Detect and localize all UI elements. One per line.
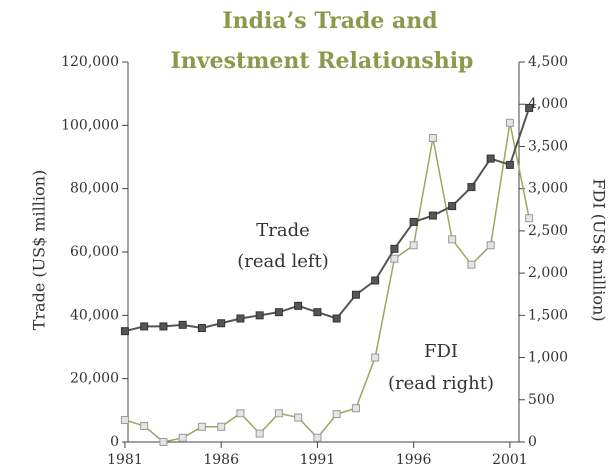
x-tick-label: 1996	[396, 452, 432, 468]
marker	[448, 235, 457, 244]
marker	[294, 301, 303, 310]
y2-tick-label: 3,000	[528, 181, 568, 197]
marker	[274, 409, 283, 418]
marker	[236, 314, 245, 323]
marker	[294, 413, 303, 422]
chart-title: India’s Trade and	[222, 8, 437, 34]
marker	[467, 260, 476, 269]
y-tick-label: 80,000	[70, 181, 119, 197]
x-tick-label: 2001	[492, 452, 528, 468]
y2-tick-label: 2,500	[528, 223, 568, 239]
marker	[274, 308, 283, 317]
series-line	[124, 107, 531, 333]
series-line	[124, 122, 530, 443]
marker	[351, 290, 360, 299]
y-tick-label: 60,000	[70, 244, 119, 260]
annotation: (read right)	[388, 373, 494, 394]
marker	[255, 311, 264, 320]
chart-title: Investment Relationship	[171, 48, 474, 74]
marker	[313, 308, 322, 317]
x-tick-label: 1981	[107, 452, 143, 468]
y-tick-label: 40,000	[70, 307, 119, 323]
marker	[313, 433, 322, 442]
marker	[159, 322, 168, 331]
marker	[409, 217, 418, 226]
marker	[409, 241, 418, 250]
marker	[467, 183, 476, 192]
y2-tick-label: 4,500	[528, 54, 568, 70]
marker	[332, 410, 341, 419]
marker	[428, 134, 437, 142]
y2-tick-label: 4,000	[528, 96, 568, 112]
marker	[178, 433, 187, 442]
y-tick-label: 100,000	[61, 117, 119, 133]
marker	[505, 118, 514, 127]
y2-tick-label: 0	[528, 434, 537, 450]
marker	[525, 103, 534, 112]
marker	[351, 404, 360, 413]
y-axis-label: Trade (US$ million)	[30, 170, 49, 330]
marker	[140, 322, 149, 331]
y-tick-label: 20,000	[70, 371, 119, 387]
marker	[120, 327, 129, 336]
y2-tick-label: 500	[528, 392, 555, 408]
marker	[486, 154, 495, 163]
y2-tick-label: 2,000	[528, 265, 568, 281]
marker	[255, 429, 264, 438]
x-tick-label: 1986	[203, 452, 239, 468]
marker	[390, 254, 399, 263]
marker	[371, 353, 380, 362]
marker	[197, 422, 206, 431]
marker	[332, 314, 341, 323]
marker	[197, 324, 206, 332]
y2-axis-label: FDI (US$ million)	[590, 178, 609, 321]
marker	[371, 276, 380, 285]
y2-tick-label: 3,500	[528, 138, 568, 154]
marker	[428, 211, 437, 220]
marker	[217, 422, 226, 431]
marker	[448, 202, 457, 211]
marker	[525, 214, 534, 223]
x-tick-label: 1991	[300, 452, 336, 468]
y2-tick-label: 1,000	[528, 350, 568, 366]
annotation: Trade	[256, 220, 310, 241]
marker	[178, 320, 187, 329]
y-tick-label: 120,000	[61, 54, 119, 70]
marker	[390, 244, 399, 253]
y-tick-label: 0	[110, 434, 119, 450]
annotation: (read left)	[237, 251, 329, 272]
marker	[505, 160, 514, 169]
marker	[140, 421, 149, 430]
marker	[120, 416, 129, 425]
y2-tick-label: 1,500	[528, 307, 568, 323]
marker	[217, 319, 226, 328]
marker	[159, 438, 168, 446]
marker	[486, 241, 495, 250]
marker	[236, 409, 245, 418]
annotation: FDI	[424, 341, 458, 362]
